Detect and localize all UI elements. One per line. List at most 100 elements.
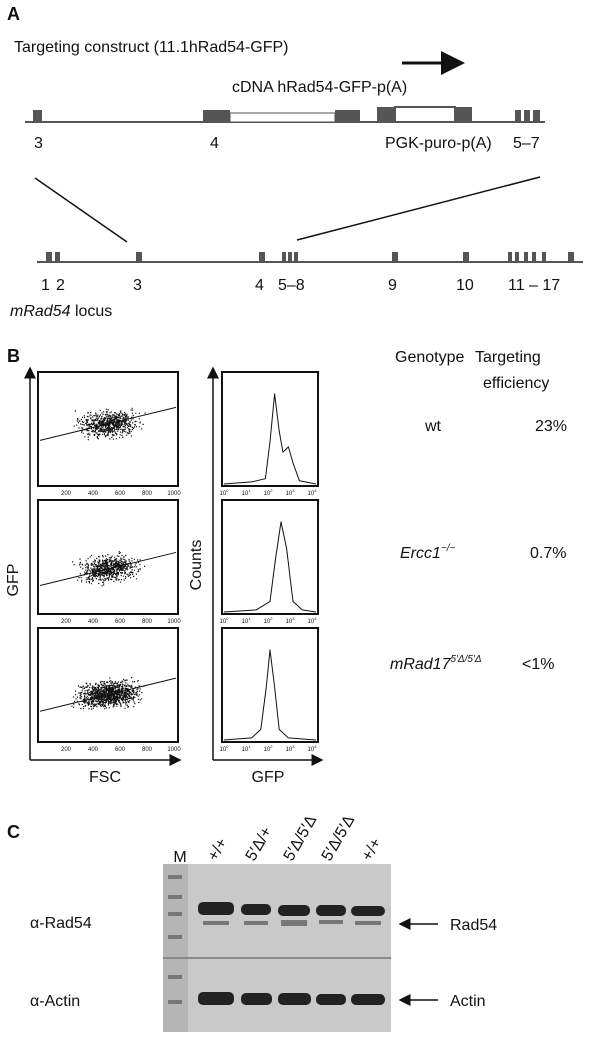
x-tick-label: 600	[115, 619, 126, 625]
exon-label: 10	[456, 277, 474, 294]
tick-base: 10	[308, 619, 315, 625]
exon-label: 2	[56, 277, 65, 294]
x-tick-label: 400	[88, 491, 99, 497]
tick-exponent: 1	[248, 744, 251, 749]
panel-label: B	[7, 346, 20, 366]
homology-line	[34, 177, 128, 243]
tick-base: 10	[242, 491, 249, 497]
exon-label: 11 – 17	[508, 277, 560, 294]
x-tick-label: 800	[142, 747, 153, 753]
table-header: efficiency	[483, 375, 549, 392]
exon-label: 4	[210, 135, 219, 152]
gate-line	[39, 551, 177, 586]
x-tick-label: 100	[220, 488, 230, 497]
tick-base: 10	[286, 619, 293, 625]
histogram-curve	[223, 393, 317, 485]
x-tick-label: 800	[142, 619, 153, 625]
x-tick-label: 800	[142, 491, 153, 497]
tick-exponent: 3	[292, 488, 295, 493]
cdna-label: cDNA hRad54-GFP-p(A)	[232, 79, 407, 96]
x-tick-label: 1000	[167, 747, 181, 753]
exon-label: 3	[34, 135, 43, 152]
x-tick-label: 101	[242, 488, 252, 497]
tick-exponent: 4	[314, 488, 317, 493]
construct-map	[25, 106, 545, 123]
y-axis-label: GFP	[5, 564, 22, 597]
antibody-label: α-Actin	[30, 993, 80, 1010]
table-header: Targeting	[475, 349, 541, 366]
gene-name: Ercc1	[400, 545, 441, 562]
x-tick-label: 1000	[167, 619, 181, 625]
tick-exponent: 0	[226, 616, 229, 621]
genotype: wt	[424, 418, 442, 435]
antibody-label: α-Rad54	[30, 915, 92, 932]
histogram-curve	[223, 649, 317, 741]
x-tick-label: 100	[220, 616, 230, 625]
x-axis-label: GFP	[252, 769, 285, 786]
construct-title: Targeting construct (11.1hRad54-GFP)	[14, 39, 289, 56]
exon-label: 5–7	[513, 135, 540, 152]
exon-label: 4	[255, 277, 264, 294]
plot-frame	[221, 371, 319, 487]
panel-label: C	[7, 822, 20, 842]
efficiency: 0.7%	[530, 545, 566, 562]
x-tick-label: 101	[242, 744, 252, 753]
genotype: mRad175′Δ/5′Δ	[390, 654, 482, 673]
exon-label: 5–8	[278, 277, 305, 294]
tick-base: 10	[286, 747, 293, 753]
lane-label: 5′Δ/5′Δ	[319, 812, 359, 864]
tick-base: 10	[242, 747, 249, 753]
plot-frame	[221, 627, 319, 743]
lane-label: 5′Δ/+	[243, 824, 276, 864]
tick-exponent: 0	[226, 488, 229, 493]
tick-exponent: 1	[248, 488, 251, 493]
exon-label: 9	[388, 277, 397, 294]
efficiency: 23%	[535, 418, 567, 435]
lane-labels: M +/+ 5′Δ/+ 5′Δ/5′Δ5′Δ/5′Δ +/+	[173, 812, 385, 866]
locus-word: locus	[75, 303, 112, 320]
plot-frame	[37, 627, 179, 743]
tick-base: 10	[220, 619, 227, 625]
x-tick-label: 104	[308, 744, 318, 753]
tick-base: 10	[286, 491, 293, 497]
lane-label: M	[173, 849, 186, 866]
plot-frame	[37, 499, 179, 615]
x-axis-label: FSC	[89, 769, 121, 786]
x-tick-label: 200	[61, 491, 72, 497]
lane-label: +/+	[359, 835, 385, 864]
tick-exponent: 3	[292, 744, 295, 749]
locus-map	[37, 252, 583, 263]
exon-label: 3	[133, 277, 142, 294]
western-blot	[163, 864, 391, 1032]
y-axis-label: Counts	[188, 540, 205, 591]
tick-exponent: 2	[270, 744, 273, 749]
tick-exponent: 4	[314, 744, 317, 749]
tick-exponent: 2	[270, 488, 273, 493]
x-tick-label: 200	[61, 619, 72, 625]
scatter-plot: 200 400 600 800 1000	[37, 371, 181, 497]
scatter-plot: 200 400 600 800 1000	[37, 627, 181, 753]
scatter-plot: 200 400 600 800 1000	[37, 499, 181, 625]
histogram-curve	[223, 521, 317, 613]
x-tick-label: 600	[115, 491, 126, 497]
scatter-dots	[71, 676, 145, 710]
allele: 5′Δ/5′Δ	[450, 654, 481, 665]
efficiency: <1%	[522, 656, 554, 673]
tick-exponent: 2	[270, 616, 273, 621]
x-tick-label: 600	[115, 747, 126, 753]
gene-name: mRad54	[10, 303, 71, 320]
tick-base: 10	[220, 491, 227, 497]
locus-label: mRad54 locus	[10, 303, 112, 320]
x-tick-label: 103	[286, 616, 296, 625]
gene-name: mRad17	[390, 656, 452, 673]
x-tick-label: 102	[264, 488, 274, 497]
plot-frame	[221, 499, 319, 615]
allele: −/−	[441, 543, 456, 554]
x-tick-label: 101	[242, 616, 252, 625]
tick-base: 10	[264, 491, 271, 497]
